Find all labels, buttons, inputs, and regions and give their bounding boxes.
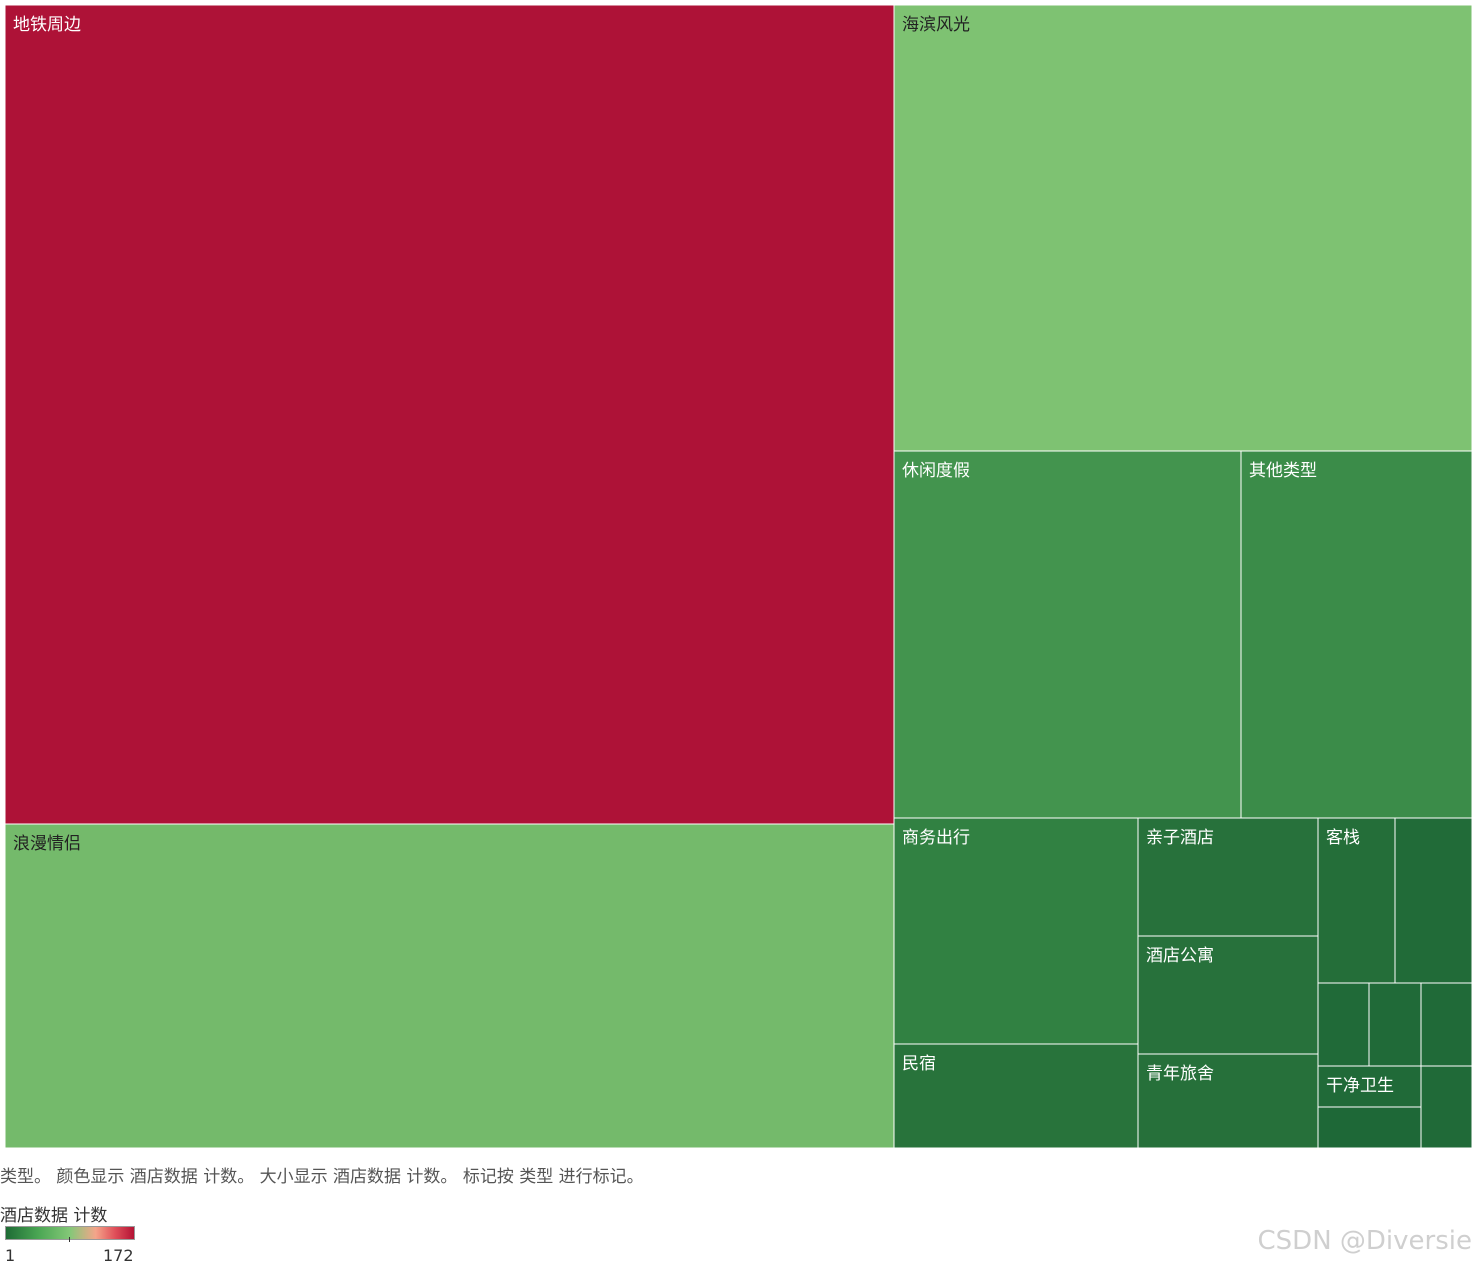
treemap-cell-label: 民宿: [902, 1054, 936, 1074]
treemap-cell-label: 休闲度假: [902, 461, 970, 481]
treemap-cell-label: 干净卫生: [1326, 1076, 1394, 1096]
treemap-cell-5[interactable]: [893, 817, 1139, 1045]
legend-max-label: 172: [103, 1246, 134, 1265]
treemap-cell-0[interactable]: [5, 5, 895, 825]
treemap-cell-2[interactable]: [893, 5, 1472, 452]
treemap-cell-3[interactable]: [893, 450, 1242, 819]
treemap-cell-label: 酒店公寓: [1146, 946, 1214, 966]
chart-caption: 类型。 颜色显示 酒店数据 计数。 大小显示 酒店数据 计数。 标记按 类型 进…: [0, 1167, 644, 1187]
treemap-cell-unlabeled-12[interactable]: [1394, 817, 1472, 984]
treemap-cell-unlabeled-17[interactable]: [1317, 1106, 1422, 1148]
treemap-cell-label: 海滨风光: [902, 15, 970, 35]
treemap-cell-label: 亲子酒店: [1146, 828, 1214, 848]
treemap-cell-label: 其他类型: [1249, 461, 1317, 481]
treemap-cell-label: 商务出行: [902, 828, 970, 848]
treemap-cell-unlabeled-16[interactable]: [1420, 1065, 1472, 1148]
legend-title: 酒店数据 计数: [0, 1206, 108, 1226]
treemap-cell-label: 青年旅舍: [1146, 1064, 1214, 1084]
treemap-cell-4[interactable]: [1240, 450, 1472, 819]
treemap-cell-label: 客栈: [1326, 828, 1360, 848]
treemap-cell-unlabeled-13[interactable]: [1317, 982, 1370, 1067]
treemap-cell-unlabeled-14[interactable]: [1368, 982, 1422, 1067]
treemap-cell-label: 地铁周边: [13, 15, 81, 35]
legend-color-bar: [5, 1226, 135, 1240]
watermark-text: CSDN @Diversie: [1257, 1226, 1472, 1256]
legend-min-label: 1: [5, 1246, 16, 1265]
treemap-cell-1[interactable]: [5, 823, 895, 1148]
treemap-cell-7[interactable]: [1137, 817, 1319, 937]
treemap-chart: 地铁周边浪漫情侣 海滨风光休闲度假 其他类型商务出行民宿 亲子酒店酒店公寓青年旅舍 客栈…: [5, 5, 1472, 1148]
treemap-cell-10[interactable]: [1317, 817, 1396, 984]
treemap-cell-unlabeled-15[interactable]: [1420, 982, 1472, 1067]
treemap-cell-label: 浪漫情侣: [13, 834, 81, 854]
legend-tick: [69, 1237, 70, 1242]
treemap-cell-6[interactable]: [893, 1043, 1139, 1148]
treemap-cell-9[interactable]: [1137, 1053, 1319, 1148]
